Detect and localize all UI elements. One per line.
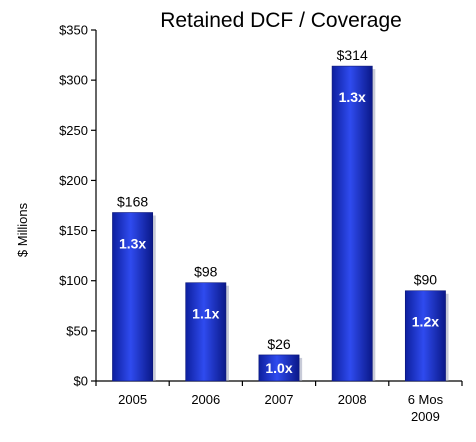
- bar-coverage-label: 1.3x: [119, 236, 146, 252]
- y-tick-label: $200: [59, 173, 88, 188]
- x-axis: 2005 2006 2007 2008 6 Mos 2009: [95, 380, 463, 424]
- x-tick-label: 6 Mos 2009: [408, 392, 444, 424]
- y-axis-label: $ Millions: [15, 202, 30, 257]
- bar-value-label: $314: [337, 47, 368, 63]
- y-tick-label: $100: [59, 273, 88, 288]
- x-tick-label: 2007: [265, 392, 294, 407]
- y-tick-label: $0: [74, 374, 88, 389]
- bar: [112, 212, 154, 382]
- bar: [331, 65, 373, 382]
- bar-value-label: $90: [414, 272, 438, 288]
- bar-value-label: $26: [267, 336, 291, 352]
- bar: [258, 354, 300, 382]
- bar-coverage-label: 1.2x: [412, 314, 439, 330]
- bars: $168 1.3x $98 1.1x $26 1.0x $314 1.3x $90 1.2x: [112, 47, 449, 382]
- bar-coverage-label: 1.0x: [265, 360, 292, 376]
- bar: [185, 282, 227, 382]
- bar-coverage-label: 1.1x: [192, 306, 219, 322]
- bar-value-label: $98: [194, 264, 218, 280]
- y-tick-label: $150: [59, 223, 88, 238]
- bar-value-label: $168: [117, 194, 148, 210]
- x-tick-label: 2006: [191, 392, 220, 407]
- bar: [404, 290, 446, 382]
- y-axis: $0 $50 $100 $150 $200 $250 $300 $350: [59, 23, 97, 389]
- y-tick-label: $250: [59, 123, 88, 138]
- y-tick-label: $300: [59, 73, 88, 88]
- x-tick-label: 2005: [118, 392, 147, 407]
- chart-title: Retained DCF / Coverage: [160, 9, 402, 32]
- y-tick-label: $350: [59, 23, 88, 38]
- x-tick-label: 2008: [338, 392, 367, 407]
- bar-coverage-label: 1.3x: [339, 89, 366, 105]
- y-tick-label: $50: [66, 323, 88, 338]
